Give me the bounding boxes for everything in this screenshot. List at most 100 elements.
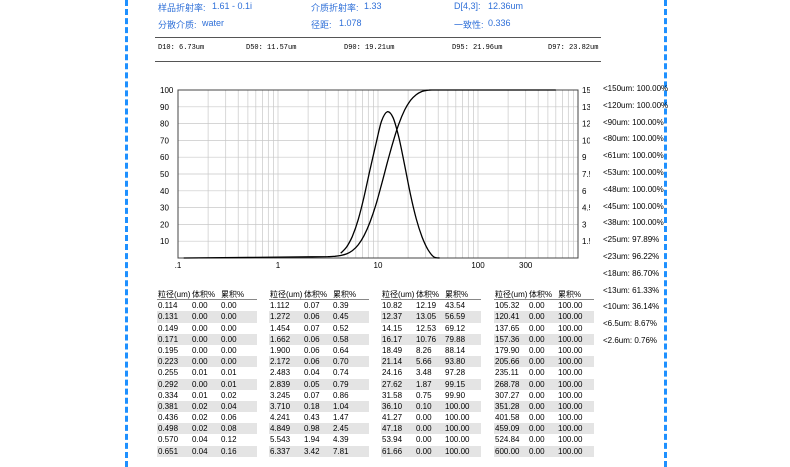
sample-ri-value: 1.61 - 0.1i <box>212 1 253 11</box>
cumulative-item: <6.5um: 8.67% <box>603 319 658 329</box>
table-cell: 0.06 <box>304 312 320 322</box>
x-tick-label: .1 <box>175 261 182 270</box>
table-row: 105.32 0.00 100.00 <box>494 300 594 311</box>
table-cell: 0.00 <box>529 368 545 378</box>
table-cell: 100.00 <box>558 435 583 445</box>
table-row: 120.41 0.00 100.00 <box>494 311 594 323</box>
table-row: 307.27 0.00 100.00 <box>494 390 594 401</box>
left-dashed-border <box>125 0 128 467</box>
table-cell: 0.05 <box>304 379 320 389</box>
table-cell: 0.07 <box>304 323 320 333</box>
table-cell: 0.00 <box>221 345 237 355</box>
cumulative-item: <25um: 97.89% <box>603 235 660 245</box>
table-row: 61.66 0.00 100.00 <box>381 445 481 457</box>
table-cell: 61.66 <box>382 446 403 456</box>
table-cell: 100.00 <box>445 424 470 434</box>
table-row: 14.15 12.53 69.12 <box>381 323 481 334</box>
table-cell: 4.39 <box>333 435 349 445</box>
medium-ri-label: 介质折射率: <box>311 3 359 13</box>
table-cell: 13.05 <box>416 312 437 322</box>
table-cell: 0.436 <box>158 413 179 423</box>
y-left-tick-label: 70 <box>160 136 169 145</box>
table-row: 0.570 0.04 0.12 <box>157 434 257 445</box>
table-cell: 47.18 <box>382 424 403 434</box>
table-cell: 1.454 <box>270 323 291 333</box>
table-cell: 459.09 <box>495 424 520 434</box>
table-cell: 14.15 <box>382 323 403 333</box>
y-right-tick-label: 1.5 <box>582 237 590 246</box>
table-cell: 0.02 <box>192 413 208 423</box>
table-cell: 100.00 <box>445 401 470 411</box>
cumulative-item: <2.6um: 0.76% <box>603 336 658 345</box>
table-cell: 0.04 <box>192 435 208 445</box>
table-cell: 5.66 <box>416 357 432 367</box>
table-cell: 0.149 <box>158 323 179 333</box>
table-row: 0.381 0.02 0.04 <box>157 400 257 413</box>
cumulative-item: <18um: 86.70% <box>603 268 660 278</box>
distribution-chart: 10 20 30 40 50 60 70 80 90 100 1.5 3 4.5 6 7.5 9 10.5 12 1… <box>160 86 590 270</box>
table-cell: 0.00 <box>221 334 237 344</box>
table-cell: 31.58 <box>382 390 403 400</box>
table-cell: 100.00 <box>558 323 583 333</box>
table-cell: 268.78 <box>495 379 520 389</box>
table-row: 0.149 0.00 0.00 <box>157 323 257 334</box>
y-right-tick-label: 7.5 <box>582 170 590 179</box>
table-row: 351.28 0.00 100.00 <box>494 400 594 413</box>
table-row: 10.82 12.19 43.54 <box>381 300 481 311</box>
table-row: 12.37 13.05 56.59 <box>381 311 481 323</box>
table-cell: 0.00 <box>416 446 432 456</box>
table-header: 粒径(um) 体积% 累积% <box>269 289 369 301</box>
table-cell: 4.241 <box>270 413 291 423</box>
sample-ri-label: 样品折射率: <box>158 3 206 13</box>
table-cell: 0.00 <box>192 312 208 322</box>
table-column-block: 粒径(um) 体积% 累积% 10.82 12.19 43.54 12.37 13.05 56.… <box>381 289 481 457</box>
table-cell: 0.00 <box>529 413 545 423</box>
table-cell: 0.06 <box>304 345 320 355</box>
table-row: 1.454 0.07 0.52 <box>269 323 369 334</box>
table-row: 459.09 0.00 100.00 <box>494 423 594 435</box>
cumulative-item: <150um: 100.00% <box>603 84 669 93</box>
table-cell: 0.04 <box>192 446 208 456</box>
chart-curves <box>183 89 556 259</box>
table-cell: 100.00 <box>558 390 583 400</box>
table-cell: 6.337 <box>270 446 291 456</box>
table-cell: 0.00 <box>192 301 208 311</box>
y-left-tick-label: 100 <box>160 86 174 95</box>
table-cell: 137.65 <box>495 323 520 333</box>
table-row: 0.436 0.02 0.06 <box>157 412 257 423</box>
table-cell: 0.00 <box>529 446 545 456</box>
table-row: 1.900 0.06 0.64 <box>269 345 369 356</box>
table-cell: 10.76 <box>416 334 437 344</box>
table-cell: 8.26 <box>416 345 432 355</box>
table-row: 0.131 0.00 0.00 <box>157 311 257 323</box>
table-cell: 0.06 <box>304 334 320 344</box>
table-cell: 56.59 <box>445 312 466 322</box>
cumulative-item: <23um: 96.22% <box>603 252 660 261</box>
table-cell: 100.00 <box>558 379 583 389</box>
plot-frame <box>177 89 579 259</box>
table-row: 18.49 8.26 88.14 <box>381 345 481 356</box>
table-cell: 1.112 <box>270 301 290 311</box>
table-cell: 27.62 <box>382 379 403 389</box>
table-cell: 2.483 <box>270 368 291 378</box>
table-cell: 179.90 <box>495 345 520 355</box>
table-cell: 0.00 <box>529 357 545 367</box>
cumulative-item: <45um: 100.00% <box>603 201 664 211</box>
cumulative-item: <53um: 100.00% <box>603 168 664 177</box>
cumulative-item: <10um: 36.14% <box>603 302 660 312</box>
table-cell: 100.00 <box>558 312 583 322</box>
table-row: 6.337 3.42 7.81 <box>269 445 369 457</box>
table-row: 41.27 0.00 100.00 <box>381 412 481 423</box>
table-cell: 0.58 <box>333 334 349 344</box>
table-cell: 105.32 <box>495 301 520 311</box>
table-row: 205.66 0.00 100.00 <box>494 356 594 368</box>
table-header-cell: 累积% <box>558 290 582 299</box>
d43-label: D[4,3]: <box>454 1 481 11</box>
table-header: 粒径(um) 体积% 累积% <box>157 289 257 301</box>
table-cell: 88.14 <box>445 345 466 355</box>
table-row: 0.114 0.00 0.00 <box>157 300 257 311</box>
table-cell: 0.00 <box>416 424 432 434</box>
table-cell: 0.86 <box>333 390 349 400</box>
table-cell: 205.66 <box>495 357 520 367</box>
table-cell: 100.00 <box>558 357 583 367</box>
